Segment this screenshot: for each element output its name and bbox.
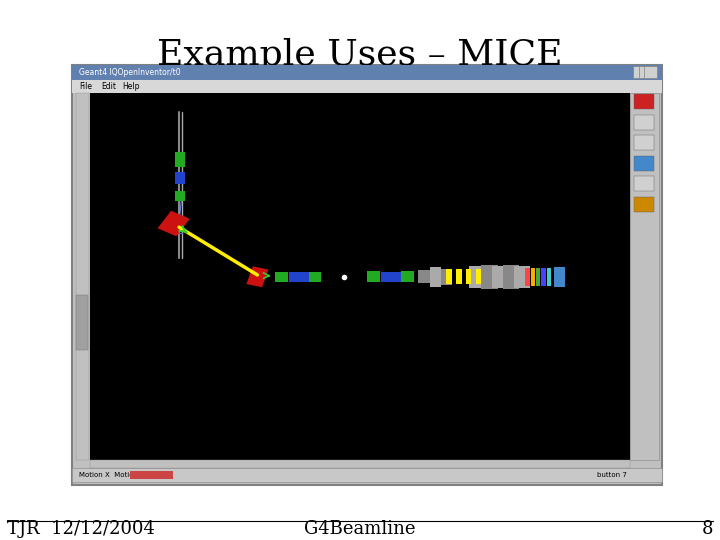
Bar xyxy=(634,197,654,212)
Bar xyxy=(475,269,481,284)
Text: G4Beamline: G4Beamline xyxy=(305,520,415,538)
Text: button 7: button 7 xyxy=(597,472,626,478)
Bar xyxy=(158,211,190,237)
Text: Example Uses – MICE: Example Uses – MICE xyxy=(157,38,563,72)
Bar xyxy=(503,265,519,289)
Text: Motion X  Motion Y: Motion X Motion Y xyxy=(79,472,145,478)
Bar xyxy=(366,271,380,282)
Bar xyxy=(634,176,654,191)
Bar xyxy=(72,469,662,482)
Text: Help: Help xyxy=(122,82,140,91)
Bar xyxy=(175,172,185,184)
Bar xyxy=(482,265,498,289)
Bar xyxy=(418,271,431,283)
Bar xyxy=(634,94,654,109)
Bar xyxy=(130,471,173,480)
Text: 8: 8 xyxy=(701,520,713,538)
Bar xyxy=(431,267,441,287)
Bar xyxy=(90,461,630,469)
Bar xyxy=(492,266,508,288)
Bar xyxy=(401,271,414,282)
Bar xyxy=(446,269,452,284)
Bar xyxy=(76,93,89,461)
Bar xyxy=(634,114,654,130)
Bar xyxy=(175,152,185,167)
Bar xyxy=(554,267,565,287)
Text: TJR  12/12/2004: TJR 12/12/2004 xyxy=(7,520,155,538)
Bar xyxy=(456,269,462,284)
Bar xyxy=(634,135,654,150)
Bar xyxy=(514,266,530,288)
Bar xyxy=(72,65,662,80)
Bar xyxy=(90,93,630,461)
Bar xyxy=(175,191,185,200)
Bar xyxy=(541,268,546,286)
Text: File: File xyxy=(79,82,92,91)
Bar xyxy=(630,93,659,461)
FancyBboxPatch shape xyxy=(72,65,662,484)
Bar xyxy=(392,272,402,282)
Bar xyxy=(525,268,529,286)
Text: Edit: Edit xyxy=(101,82,116,91)
Bar xyxy=(246,266,269,287)
Bar xyxy=(639,66,652,78)
Bar xyxy=(275,272,289,282)
Bar xyxy=(289,272,300,282)
Bar xyxy=(469,266,488,288)
Bar xyxy=(644,66,657,78)
Bar xyxy=(76,295,88,350)
Bar xyxy=(633,66,646,78)
Bar xyxy=(634,156,654,171)
Text: Geant4 IQOpenInventor/t0: Geant4 IQOpenInventor/t0 xyxy=(79,68,181,77)
Bar xyxy=(536,268,540,286)
Bar xyxy=(466,269,471,284)
Bar xyxy=(381,272,392,282)
Bar xyxy=(547,268,552,286)
Bar xyxy=(531,268,535,286)
Bar xyxy=(441,268,452,285)
Bar xyxy=(309,272,320,282)
Bar xyxy=(300,272,310,282)
Bar xyxy=(72,80,662,93)
